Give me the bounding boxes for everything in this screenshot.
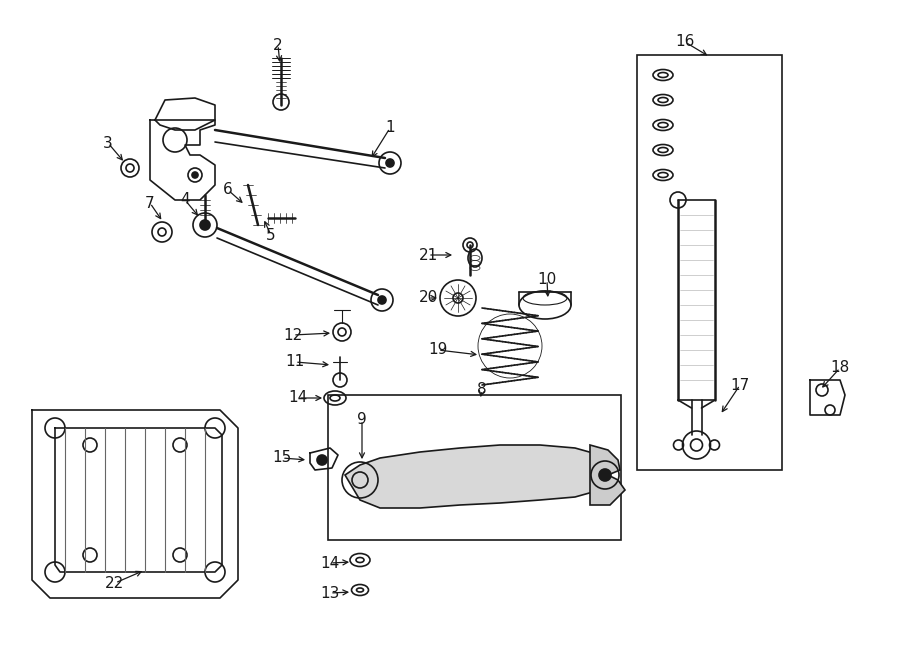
Text: 17: 17 <box>731 377 750 393</box>
Text: 1: 1 <box>385 120 395 136</box>
Text: 8: 8 <box>477 383 487 397</box>
Bar <box>328 395 621 540</box>
Bar <box>637 55 782 470</box>
Text: 2: 2 <box>274 38 283 52</box>
Text: 13: 13 <box>320 586 339 600</box>
Text: 14: 14 <box>320 555 339 570</box>
Text: 6: 6 <box>223 182 233 198</box>
Text: 16: 16 <box>675 34 695 50</box>
Text: 4: 4 <box>180 192 190 208</box>
Text: 21: 21 <box>418 247 437 262</box>
Text: 7: 7 <box>145 196 155 210</box>
Text: 9: 9 <box>357 412 367 428</box>
Text: 12: 12 <box>284 327 302 342</box>
Circle shape <box>378 296 386 304</box>
Circle shape <box>599 469 611 481</box>
Circle shape <box>200 220 210 230</box>
Text: 15: 15 <box>273 451 292 465</box>
Text: 19: 19 <box>428 342 447 358</box>
Text: 22: 22 <box>105 576 124 590</box>
Circle shape <box>386 159 394 167</box>
Text: 18: 18 <box>831 360 850 375</box>
Text: 5: 5 <box>266 227 275 243</box>
Circle shape <box>317 455 327 465</box>
Text: 10: 10 <box>537 272 556 288</box>
Circle shape <box>192 172 198 178</box>
Text: 3: 3 <box>104 136 112 151</box>
Text: 14: 14 <box>288 391 308 405</box>
Polygon shape <box>345 445 610 508</box>
Polygon shape <box>590 445 625 505</box>
Text: 20: 20 <box>418 290 437 305</box>
Text: 11: 11 <box>285 354 304 369</box>
